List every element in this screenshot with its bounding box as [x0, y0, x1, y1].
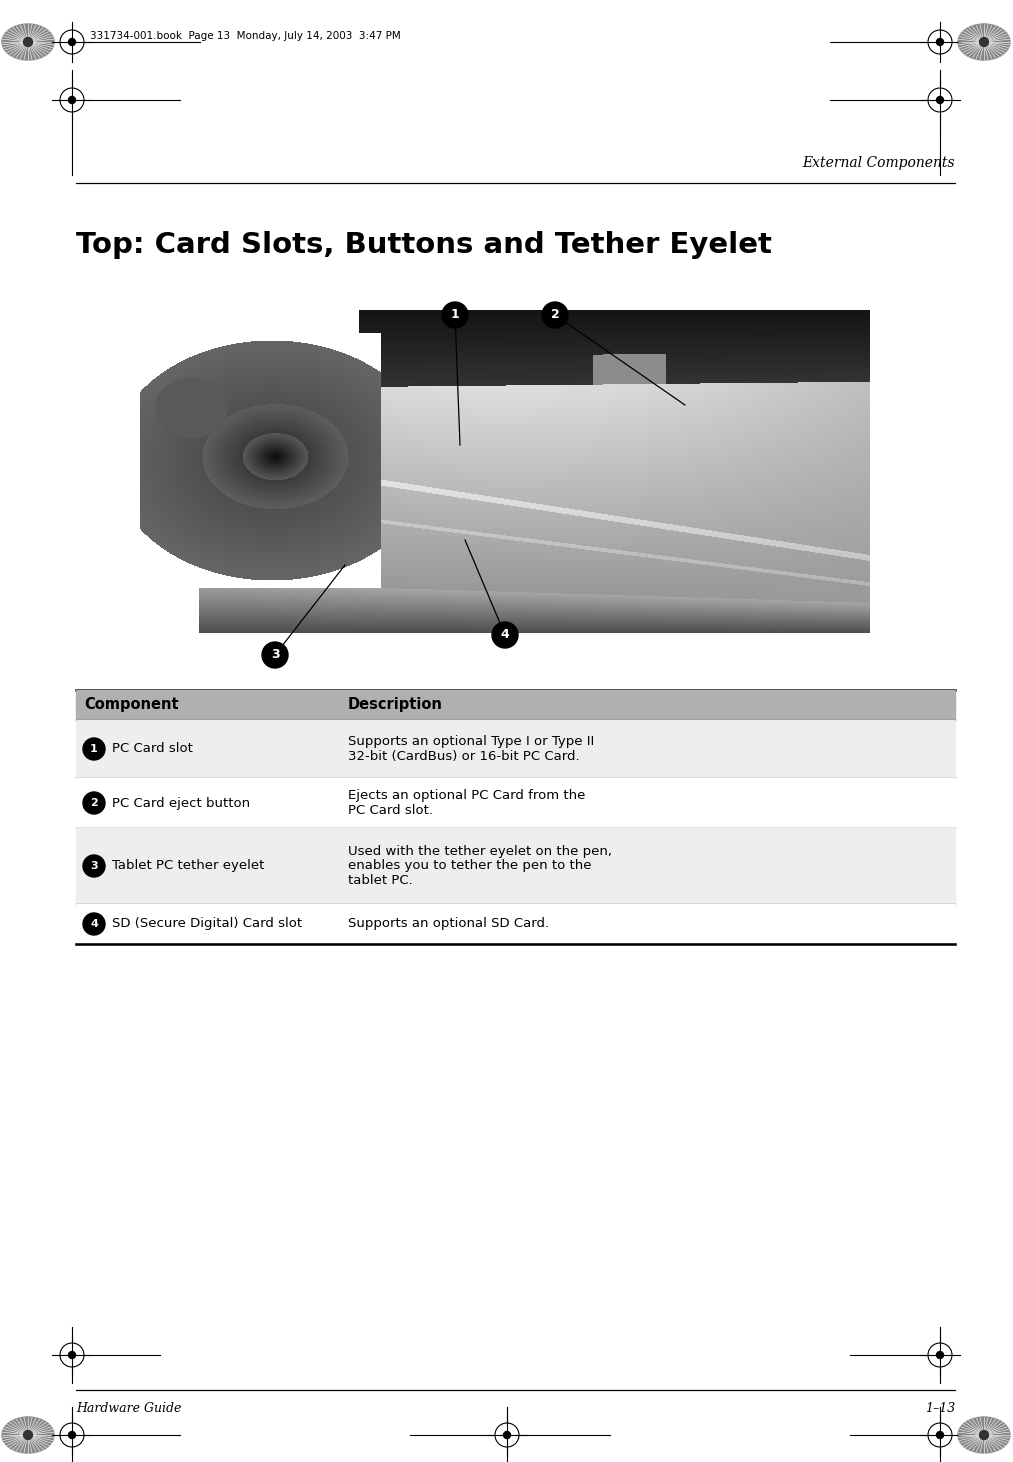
Circle shape: [83, 738, 105, 760]
Text: Tablet PC tether eyelet: Tablet PC tether eyelet: [112, 860, 264, 873]
Circle shape: [69, 96, 76, 104]
Circle shape: [23, 1430, 32, 1440]
Ellipse shape: [2, 23, 54, 60]
Circle shape: [83, 912, 105, 936]
Text: PC Card slot.: PC Card slot.: [348, 804, 433, 817]
Text: tablet PC.: tablet PC.: [348, 874, 412, 887]
Text: Used with the tether eyelet on the pen,: Used with the tether eyelet on the pen,: [348, 845, 612, 858]
Ellipse shape: [2, 1417, 54, 1453]
Circle shape: [936, 1351, 943, 1358]
Text: Description: Description: [348, 697, 443, 712]
Text: 1: 1: [90, 744, 98, 754]
Circle shape: [980, 38, 989, 47]
Circle shape: [936, 96, 943, 104]
Circle shape: [936, 38, 943, 45]
Text: 4: 4: [90, 920, 98, 928]
Text: 4: 4: [500, 629, 510, 642]
Circle shape: [23, 38, 32, 47]
Text: PC Card eject button: PC Card eject button: [112, 797, 250, 810]
Circle shape: [69, 1431, 76, 1439]
Text: 32-bit (CardBus) or 16-bit PC Card.: 32-bit (CardBus) or 16-bit PC Card.: [348, 750, 579, 763]
Text: Top: Card Slots, Buttons and Tether Eyelet: Top: Card Slots, Buttons and Tether Eyel…: [76, 231, 772, 259]
Bar: [76, 778, 955, 827]
Text: 1–13: 1–13: [925, 1402, 955, 1415]
Text: Supports an optional Type I or Type II: Supports an optional Type I or Type II: [348, 735, 595, 749]
Text: 2: 2: [90, 798, 98, 808]
Circle shape: [980, 1430, 989, 1440]
Ellipse shape: [958, 1417, 1010, 1453]
Text: 1: 1: [451, 308, 459, 322]
Circle shape: [83, 792, 105, 814]
Text: PC Card slot: PC Card slot: [112, 743, 192, 756]
Text: Component: Component: [84, 697, 178, 712]
Bar: [76, 827, 955, 904]
Text: SD (Secure Digital) Card slot: SD (Secure Digital) Card slot: [112, 918, 302, 930]
Text: 2: 2: [551, 308, 559, 322]
Bar: [76, 904, 955, 944]
Circle shape: [442, 303, 468, 327]
Circle shape: [262, 642, 288, 668]
Text: Supports an optional SD Card.: Supports an optional SD Card.: [348, 918, 549, 930]
Text: 331734-001.book  Page 13  Monday, July 14, 2003  3:47 PM: 331734-001.book Page 13 Monday, July 14,…: [90, 31, 401, 41]
Circle shape: [69, 38, 76, 45]
Text: 3: 3: [90, 861, 98, 871]
Circle shape: [69, 1351, 76, 1358]
Text: External Components: External Components: [802, 156, 955, 170]
Circle shape: [492, 621, 518, 648]
Text: 3: 3: [270, 649, 280, 661]
Circle shape: [936, 1431, 943, 1439]
Circle shape: [542, 303, 568, 327]
Circle shape: [83, 855, 105, 877]
Bar: [76, 690, 955, 719]
Bar: [76, 719, 955, 778]
Ellipse shape: [958, 23, 1010, 60]
Text: enables you to tether the pen to the: enables you to tether the pen to the: [348, 860, 592, 873]
Text: Ejects an optional PC Card from the: Ejects an optional PC Card from the: [348, 789, 586, 803]
Circle shape: [503, 1431, 511, 1439]
Text: Hardware Guide: Hardware Guide: [76, 1402, 181, 1415]
